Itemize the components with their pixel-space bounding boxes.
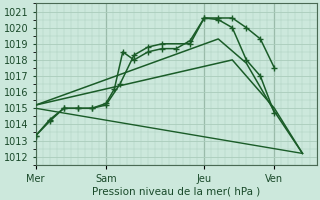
X-axis label: Pression niveau de la mer( hPa ): Pression niveau de la mer( hPa ): [92, 187, 260, 197]
